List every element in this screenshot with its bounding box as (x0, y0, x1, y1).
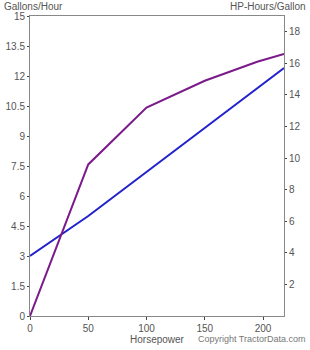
svg-text:14: 14 (289, 89, 301, 100)
svg-text:7.5: 7.5 (11, 161, 25, 172)
svg-text:6: 6 (289, 216, 295, 227)
svg-text:1.5: 1.5 (11, 281, 25, 292)
svg-text:0: 0 (19, 311, 25, 322)
svg-text:4.5: 4.5 (11, 221, 25, 232)
svg-text:10: 10 (289, 153, 301, 164)
svg-text:10.5: 10.5 (6, 101, 26, 112)
svg-text:12: 12 (14, 71, 26, 82)
svg-text:150: 150 (196, 323, 213, 334)
svg-text:3: 3 (19, 251, 25, 262)
svg-text:15: 15 (14, 11, 26, 22)
svg-text:9: 9 (19, 131, 25, 142)
svg-text:Copyright TractorData.com: Copyright TractorData.com (198, 334, 306, 344)
svg-text:HP-Hours/Gallon: HP-Hours/Gallon (230, 1, 306, 12)
svg-text:100: 100 (138, 323, 155, 334)
svg-text:2: 2 (289, 279, 295, 290)
svg-text:200: 200 (255, 323, 272, 334)
svg-text:8: 8 (289, 184, 295, 195)
svg-text:18: 18 (289, 26, 301, 37)
svg-text:0: 0 (27, 323, 33, 334)
svg-text:4: 4 (289, 247, 295, 258)
svg-text:Horsepower: Horsepower (130, 334, 185, 345)
svg-text:Gallons/Hour: Gallons/Hour (4, 1, 63, 12)
svg-text:50: 50 (83, 323, 95, 334)
svg-text:13.5: 13.5 (6, 41, 26, 52)
svg-text:12: 12 (289, 121, 301, 132)
svg-text:6: 6 (19, 191, 25, 202)
svg-text:16: 16 (289, 58, 301, 69)
